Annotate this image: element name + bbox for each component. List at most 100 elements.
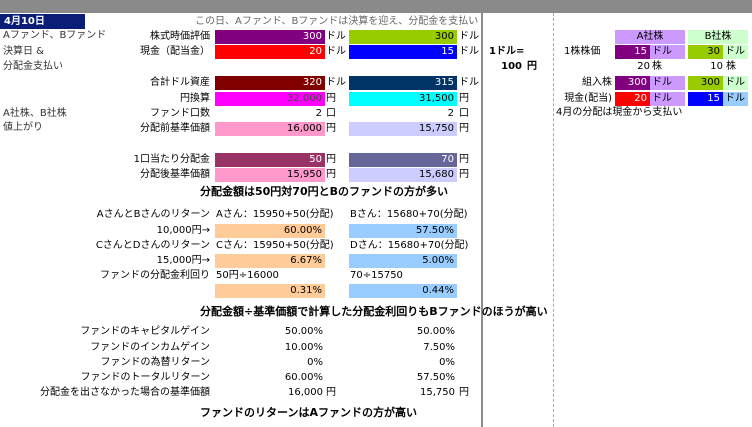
- unit-dollar: ドル: [459, 77, 479, 88]
- yield-b-pct: 0.44%: [349, 284, 457, 298]
- unit-yen: 円: [459, 169, 469, 180]
- fund-b-dist-per-unit: 70: [349, 153, 457, 167]
- label-ab-invest: 10,000円→: [156, 225, 210, 236]
- stock-a-cash: 20: [615, 92, 650, 106]
- unit-dollar: ドル: [459, 46, 479, 57]
- fund-b-yen: 31,500: [349, 92, 457, 106]
- unit-yen: 円: [326, 123, 336, 134]
- stock-b-price-unit: ドル: [723, 45, 748, 59]
- stock-b-cash: 15: [688, 92, 723, 106]
- fx-unit: 円: [527, 61, 537, 72]
- label-ab-return: AさんとBさんのリターン: [96, 209, 210, 220]
- fund-a-nav-before: 16,000: [215, 122, 325, 136]
- yield-a-pct: 0.31%: [215, 284, 325, 298]
- fund-b-cash: 15: [349, 45, 457, 59]
- label-stock-price: 1株株価: [564, 46, 601, 57]
- stock-a-cash-unit: ドル: [650, 92, 685, 106]
- formula-yield-b: 70÷15750: [350, 270, 403, 281]
- fund-a-yen: 32,000: [215, 92, 325, 106]
- fund-b-units: 2: [447, 108, 454, 119]
- unit-yen: 円: [459, 154, 469, 165]
- unit-dollar: ドル: [326, 31, 346, 42]
- formula-a: Aさん：15950+50(分配): [216, 209, 334, 220]
- stock-b-price: 30: [688, 45, 723, 59]
- breakdown-value-b: 15,750: [420, 387, 455, 398]
- unit-yen: 円: [459, 387, 469, 398]
- breakdown-value-b: 50.00%: [416, 326, 455, 337]
- label-cd-invest: 15,000円→: [156, 255, 210, 266]
- breakdown-label: ファンドのインカムゲイン: [90, 342, 210, 353]
- breakdown-value-a: 10.00%: [284, 342, 323, 353]
- stock-b-shares: 10: [710, 61, 723, 72]
- stock-a-price-unit: ドル: [650, 45, 685, 59]
- label-stock-value: 株式時価評価: [150, 31, 210, 42]
- unit-yen: 円: [459, 123, 469, 134]
- breakdown-label: 分配金を出さなかった場合の基準価額: [40, 387, 210, 398]
- note-april-distribution: 4月の分配は現金から支払い: [556, 107, 683, 118]
- header-stock-b: B社株: [688, 30, 748, 44]
- heading-dist-yield: 分配金額÷基準価額で計算した分配金利回りもBファンドのほうが高い: [200, 305, 548, 318]
- breakdown-value-a: 50.00%: [284, 326, 323, 337]
- fund-a-stock-value: 300: [215, 30, 325, 44]
- breakdown-label: ファンドのトータルリターン: [80, 372, 211, 383]
- formula-d: Dさん：15680+70(分配): [350, 240, 469, 251]
- unit-dollar: ドル: [326, 77, 346, 88]
- fund-b-stock-value: 300: [349, 30, 457, 44]
- stock-b-shares-unit: 株: [726, 61, 736, 72]
- stock-b-bought: 300: [688, 76, 723, 90]
- breakdown-value-b: 7.50%: [423, 342, 455, 353]
- note-rise: 値上がり: [3, 122, 43, 133]
- note-stocks: A社株、B社株: [3, 108, 67, 119]
- formula-b: Bさん：15680+70(分配): [350, 209, 468, 220]
- fund-a-dist-per-unit: 50: [215, 153, 325, 167]
- unit-kuchi: 口: [459, 108, 469, 119]
- unit-yen: 円: [326, 169, 336, 180]
- fund-b-nav-before: 15,750: [349, 122, 457, 136]
- column-separator-dashed: [553, 13, 554, 427]
- return-d-pct: 5.00%: [349, 254, 457, 268]
- unit-yen: 円: [459, 93, 469, 104]
- date-cell: 4月10日: [0, 14, 85, 29]
- label-yen: 円換算: [180, 93, 210, 104]
- label-dividend-cash: 現金(配当): [564, 93, 612, 104]
- stock-a-shares-unit: 株: [652, 61, 662, 72]
- note-settlement: 決算日 &: [3, 46, 44, 57]
- note-payment: 分配金支払い: [3, 61, 63, 72]
- heading-distribution-amount: 分配金額は50円対70円とBのファンドの方が多い: [200, 185, 448, 198]
- breakdown-value-a: 0%: [307, 357, 323, 368]
- heading-fund-return: ファンドのリターンはAファンドの方が高い: [200, 406, 417, 419]
- column-separator: [481, 13, 483, 427]
- breakdown-label: ファンドの為替リターン: [100, 357, 211, 368]
- fund-a-cash: 20: [215, 45, 325, 59]
- label-bought: 組入株: [582, 77, 612, 88]
- label-units: ファンド口数: [150, 108, 210, 119]
- formula-c: Cさん：15950+50(分配): [216, 240, 334, 251]
- stock-a-bought: 300: [615, 76, 650, 90]
- return-c-pct: 6.67%: [215, 254, 325, 268]
- unit-yen: 円: [326, 387, 336, 398]
- return-a-pct: 60.00%: [215, 224, 325, 238]
- unit-yen: 円: [326, 154, 336, 165]
- label-total-usd: 合計ドル資産: [150, 77, 210, 88]
- stock-b-bought-unit: ドル: [723, 76, 748, 90]
- fund-b-nav-after: 15,680: [349, 168, 457, 182]
- label-dist-yield: ファンドの分配金利回り: [100, 270, 210, 281]
- label-dist-per-unit: 1口当たり分配金: [133, 154, 210, 165]
- label-cash: 現金（配当金）: [140, 46, 210, 57]
- stock-b-cash-unit: ドル: [723, 92, 748, 106]
- breakdown-value-b: 57.50%: [416, 372, 455, 383]
- stock-a-price: 15: [615, 45, 650, 59]
- stock-a-shares: 20: [637, 61, 650, 72]
- fund-b-total-usd: 315: [349, 76, 457, 90]
- unit-yen: 円: [326, 93, 336, 104]
- fund-a-units: 2: [315, 108, 322, 119]
- unit-kuchi: 口: [326, 108, 336, 119]
- formula-yield-a: 50円÷16000: [216, 270, 279, 281]
- breakdown-value-a: 60.00%: [284, 372, 323, 383]
- unit-dollar: ドル: [326, 46, 346, 57]
- banner-text: この日、Aファンド、Bファンドは決算を迎え、分配金を支払い: [195, 16, 479, 27]
- label-nav-after: 分配後基準価額: [140, 169, 210, 180]
- fx-label: 1ドル=: [489, 46, 525, 57]
- stock-a-bought-unit: ドル: [650, 76, 685, 90]
